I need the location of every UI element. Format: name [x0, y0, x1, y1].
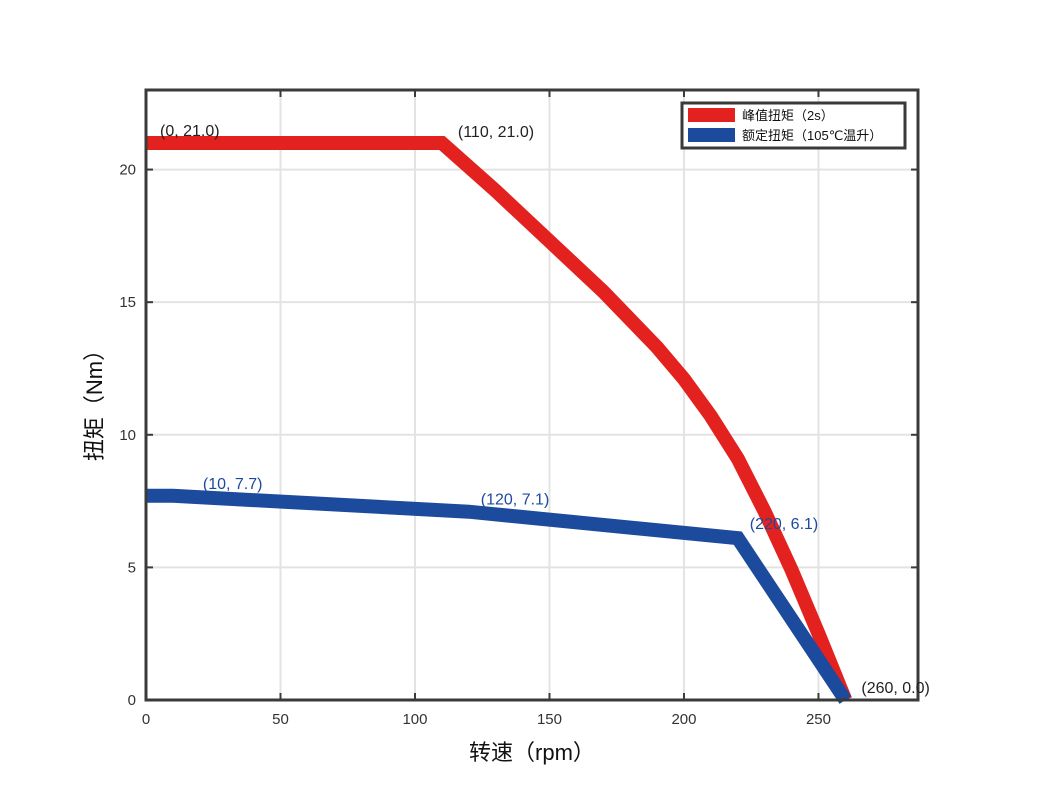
data-point-label: (120, 7.1): [481, 492, 549, 509]
y-tick-label: 15: [119, 294, 136, 311]
y-axis-title: 扭矩（Nm）: [82, 339, 107, 461]
legend-label-peak-torque: 峰值扭矩（2s）: [742, 108, 834, 123]
data-point-label: (0, 21.0): [160, 123, 220, 140]
plot-frame: [144, 88, 920, 702]
data-point-label: (110, 21.0): [458, 124, 534, 141]
y-tick-label: 0: [128, 692, 136, 709]
series-lines: [146, 136, 852, 704]
data-point-label: (220, 6.1): [750, 516, 818, 533]
x-tick-label: 250: [806, 711, 831, 728]
legend-swatch-rated-torque: [688, 128, 735, 142]
y-tick-label: 10: [119, 427, 136, 444]
x-tick-label: 100: [402, 711, 427, 728]
series-line-peak-torque: [146, 136, 852, 703]
series-line-rated-torque: [146, 488, 852, 704]
y-tick-label: 20: [119, 162, 136, 179]
data-annotations: (0, 21.0) (110, 21.0) (10, 7.7) (120, 7.1) (…: [160, 123, 930, 697]
y-tick-label: 5: [128, 559, 136, 576]
axis-ticks: 0 50 100 150 200 250 0 5 10 15 20: [119, 90, 918, 728]
x-axis-title: 转速（rpm）: [469, 740, 595, 765]
x-tick-label: 200: [671, 711, 696, 728]
legend-swatch-peak-torque: [688, 108, 735, 122]
x-tick-label: 150: [537, 711, 562, 728]
legend: 峰值扭矩（2s） 额定扭矩（105℃温升）: [680, 101, 907, 150]
x-tick-label: 0: [142, 711, 150, 728]
data-point-label: (10, 7.7): [203, 476, 263, 493]
grid: [145, 90, 918, 701]
legend-label-rated-torque: 额定扭矩（105℃温升）: [742, 128, 882, 143]
data-point-label: (260, 0.0): [861, 680, 929, 697]
x-tick-label: 50: [272, 711, 289, 728]
